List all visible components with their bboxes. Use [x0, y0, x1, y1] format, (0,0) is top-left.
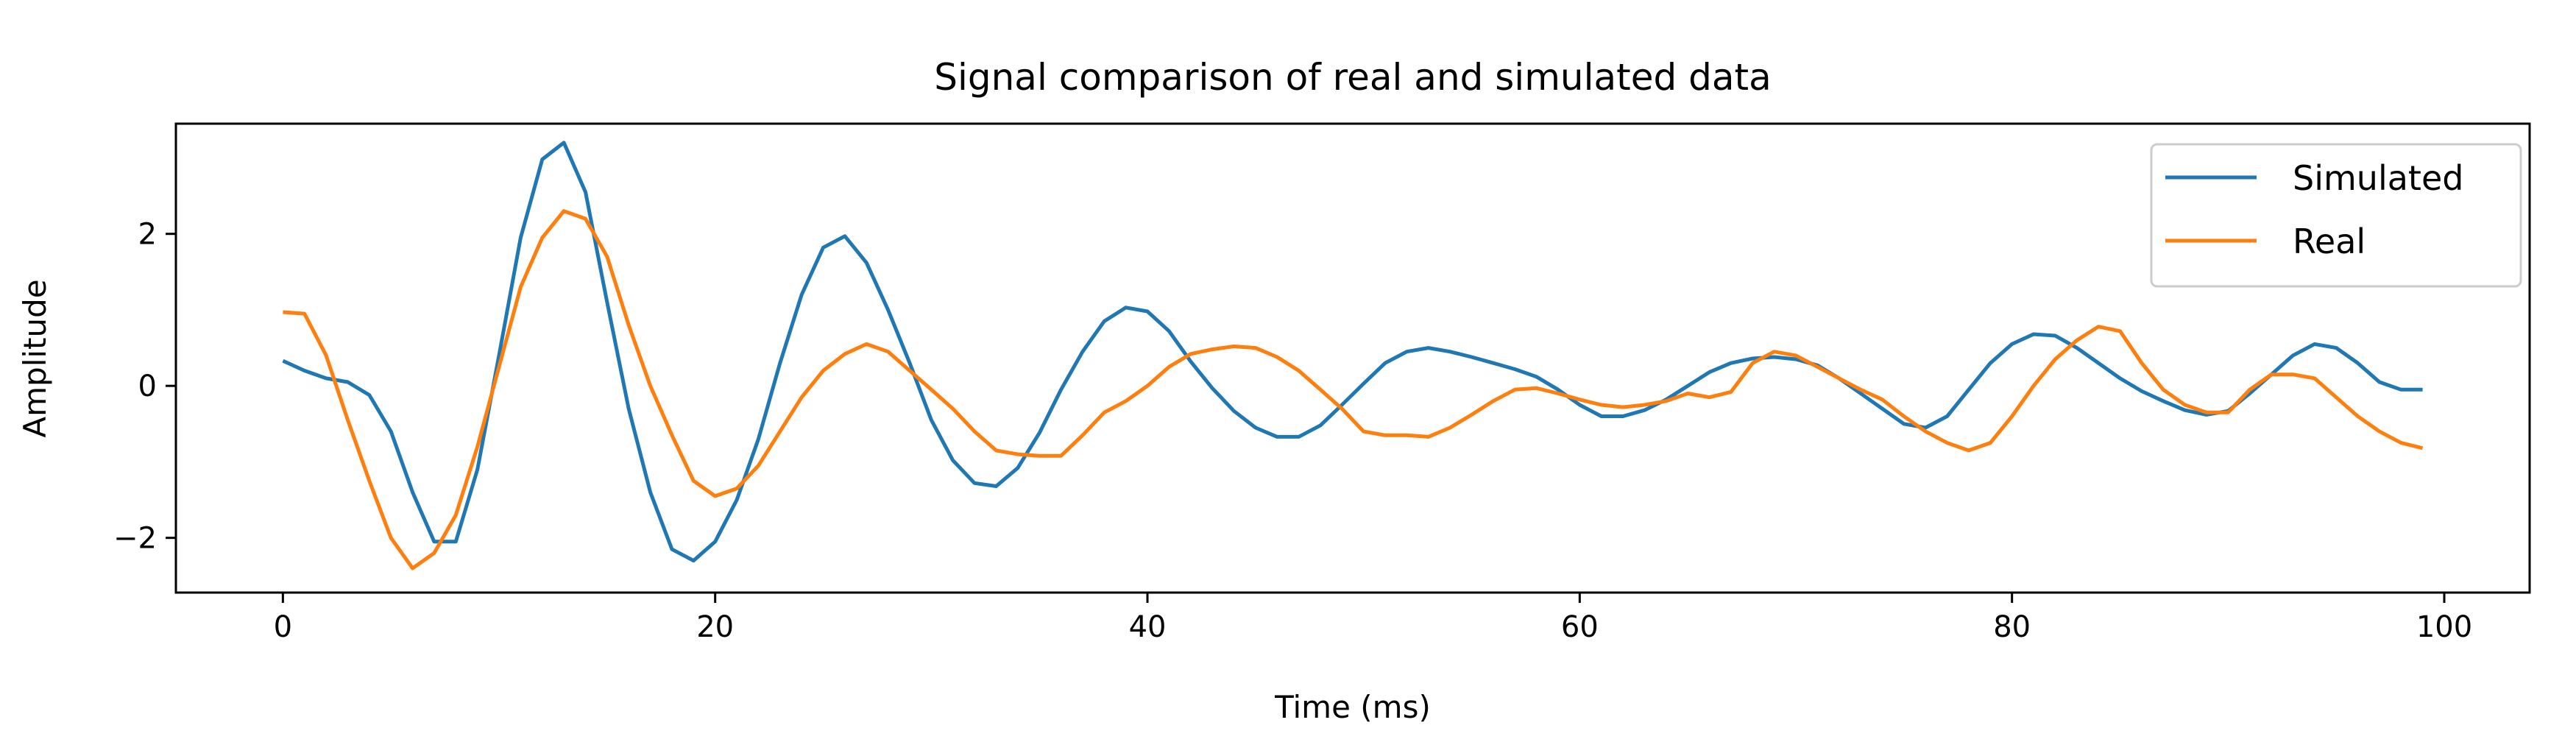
- x-axis-label: Time (ms): [1274, 689, 1431, 725]
- x-tick-label: 0: [274, 610, 292, 644]
- legend-label-simulated: Simulated: [2293, 158, 2463, 198]
- x-tick-label: 40: [1129, 610, 1167, 644]
- legend-box: [2150, 143, 2522, 288]
- x-tick-label: 60: [1561, 610, 1599, 644]
- y-axis: −2 0 2: [113, 218, 176, 556]
- chart-title: Signal comparison of real and simulated …: [934, 56, 1772, 99]
- x-tick-label: 20: [696, 610, 734, 644]
- y-tick-label: 2: [138, 218, 157, 252]
- x-tick-label: 100: [2416, 610, 2472, 644]
- series-layer: [282, 141, 2424, 570]
- legend: Simulated Real: [2150, 143, 2522, 288]
- x-tick-label: 80: [1993, 610, 2031, 644]
- y-tick-label: 0: [138, 370, 157, 403]
- series-line-simulated: [282, 141, 2423, 563]
- legend-label-real: Real: [2293, 222, 2366, 261]
- x-axis: 0 20 40 60 80 100: [274, 593, 2472, 644]
- y-tick-label: −2: [113, 522, 157, 556]
- y-axis-label: Amplitude: [17, 279, 53, 437]
- plot-frame: [174, 122, 2531, 594]
- series-line-real: [283, 209, 2424, 570]
